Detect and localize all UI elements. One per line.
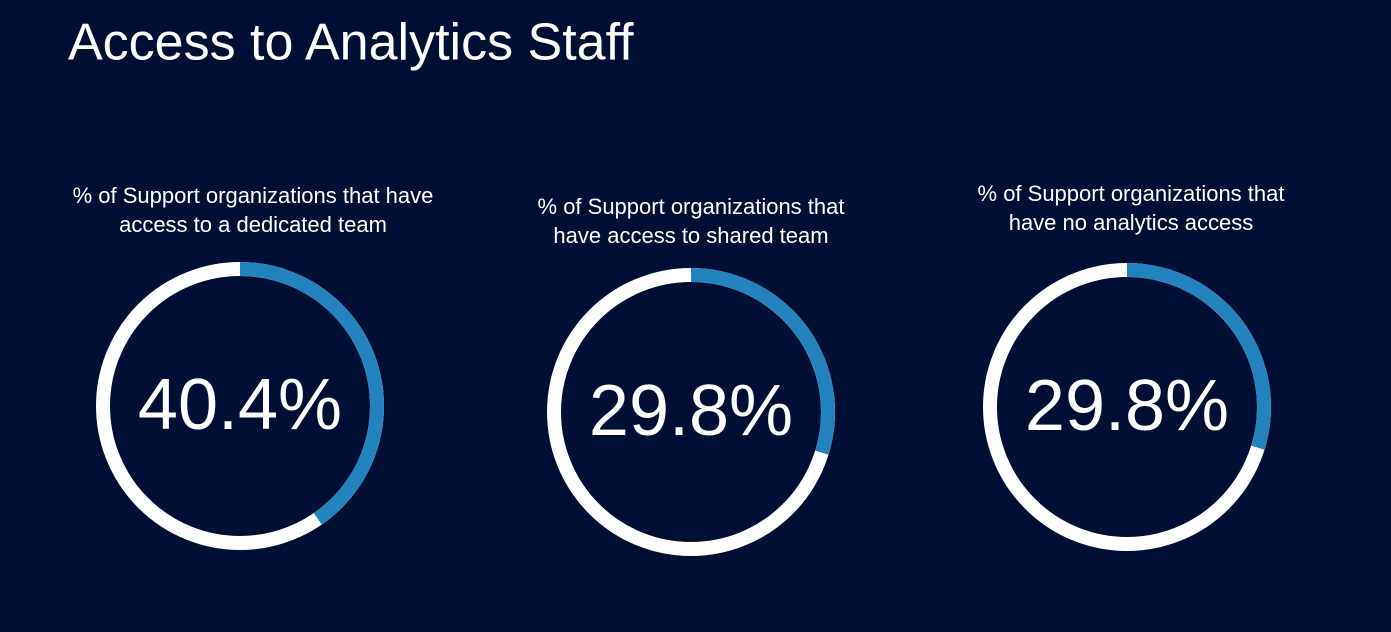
ring-arc <box>1126 263 1271 450</box>
chart-title: % of Support organizations that <box>978 181 1285 206</box>
value-label: 29.8% <box>1025 366 1229 446</box>
chart-title: have no analytics access <box>1009 210 1254 235</box>
chart-title: % of Support organizations that have <box>73 183 434 208</box>
value-label: 29.8% <box>589 371 793 451</box>
chart-title: access to a dedicated team <box>119 212 387 237</box>
ring-arc <box>690 268 835 455</box>
value-label: 40.4% <box>138 365 342 445</box>
page-title: Access to Analytics Staff <box>68 14 634 72</box>
chart-title: % of Support organizations that <box>538 194 845 219</box>
chart-title: have access to shared team <box>553 223 828 248</box>
ring-arc <box>239 262 384 525</box>
